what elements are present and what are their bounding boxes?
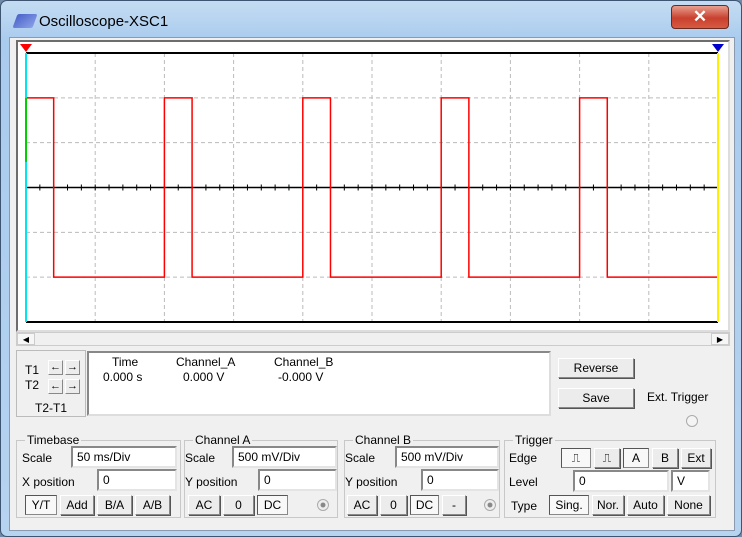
channel-a-y-position-input[interactable]: 0: [258, 469, 337, 491]
channel-a-terminal-icon[interactable]: [317, 499, 329, 511]
t2-label: T2: [25, 378, 40, 392]
channel-b-scale-input[interactable]: 500 mV/Div: [395, 446, 499, 468]
t1-label: T1: [25, 363, 40, 377]
ext-trigger-label: Ext. Trigger: [647, 390, 709, 404]
channel-b-ac-button[interactable]: AC: [347, 495, 377, 515]
trigger-label: Trigger: [513, 433, 555, 447]
timebase-scale-label: Scale: [22, 451, 53, 465]
cursor-controls: T1 T2 ← → ← → T2-T1: [16, 350, 86, 417]
t2-left-button[interactable]: ←: [48, 379, 63, 394]
t1-left-button[interactable]: ←: [48, 360, 63, 375]
waveform-plot: [20, 44, 724, 323]
channel-a-ac-button[interactable]: AC: [188, 495, 220, 515]
channel-a-scale-input[interactable]: 500 mV/Div: [232, 446, 337, 468]
channel-a-zero-button[interactable]: 0: [223, 495, 254, 515]
falling-edge-button[interactable]: ⎍: [594, 448, 620, 468]
falling-edge-icon: ⎍: [602, 451, 612, 465]
timebase-scale-input[interactable]: 50 ms/Div: [71, 446, 177, 468]
level-label: Level: [509, 475, 538, 489]
channel-b-value: -0.000 V: [278, 370, 324, 384]
timebase-group: Timebase Scale 50 ms/Div X position 0 Y/…: [16, 433, 181, 518]
trigger-type-normal-button[interactable]: Nor.: [592, 495, 624, 515]
window-title: Oscilloscope-XSC1: [39, 13, 169, 30]
scope-display: [16, 40, 730, 332]
trigger-level-input[interactable]: 0: [573, 470, 669, 492]
t2-t1-label: T2-T1: [35, 401, 68, 415]
channel-a-dc-button[interactable]: DC: [257, 495, 288, 515]
channel-b-dc-button[interactable]: DC: [410, 495, 439, 515]
channel-a-y-position-label: Y position: [185, 475, 238, 489]
channel-a-value: 0.000 V: [183, 370, 225, 384]
trigger-source-a-button[interactable]: A: [623, 448, 649, 468]
cursor-t1-handle-icon: [20, 44, 32, 52]
rising-edge-icon: ⎍: [571, 451, 581, 465]
measurement-readout: Time Channel_A Channel_B 0.000 s 0.000 V…: [87, 351, 551, 416]
mode-add-button[interactable]: Add: [60, 495, 94, 515]
channel-b-terminal-icon[interactable]: [484, 499, 496, 511]
mode-ba-button[interactable]: B/A: [97, 495, 132, 515]
channel-b-header: Channel_B: [274, 355, 334, 369]
trigger-group: Trigger Edge ⎍ ⎍ A B Ext Level 0 V Type …: [504, 433, 716, 518]
trigger-source-ext-button[interactable]: Ext: [681, 448, 711, 468]
type-label: Type: [511, 499, 538, 513]
trigger-type-none-button[interactable]: None: [667, 495, 710, 515]
close-icon: ✕: [692, 7, 708, 26]
ext-trigger-terminal-icon[interactable]: [686, 415, 698, 427]
channel-b-label: Channel B: [353, 433, 414, 447]
time-value: 0.000 s: [103, 370, 143, 384]
channel-a-group: Channel A Scale 500 mV/Div Y position 0 …: [184, 433, 338, 518]
channel-b-y-position-label: Y position: [345, 475, 398, 489]
scroll-right-button[interactable]: ▶: [711, 333, 729, 345]
channel-a-scale-label: Scale: [185, 451, 216, 465]
x-position-input[interactable]: 0: [97, 469, 177, 491]
scroll-left-button[interactable]: ◀: [17, 333, 35, 345]
t1-right-button[interactable]: →: [65, 360, 80, 375]
client-area: ◀ ▶ T1 T2 ← → ← → T2-T1 Time Channel_A C…: [9, 37, 735, 531]
close-button[interactable]: ✕: [671, 5, 729, 29]
cursor-t2-handle-icon: [712, 44, 724, 52]
trigger-source-b-button[interactable]: B: [652, 448, 678, 468]
x-position-label: X position: [22, 475, 75, 489]
horizontal-scrollbar[interactable]: ◀ ▶: [16, 332, 730, 346]
oscilloscope-icon: [12, 14, 38, 28]
trigger-level-unit[interactable]: V: [671, 470, 710, 492]
rising-edge-button[interactable]: ⎍: [561, 448, 591, 468]
channel-a-header: Channel_A: [176, 355, 236, 369]
t2-right-button[interactable]: →: [65, 379, 80, 394]
trigger-type-auto-button[interactable]: Auto: [627, 495, 664, 515]
channel-b-invert-button[interactable]: -: [442, 495, 466, 515]
channel-b-group: Channel B Scale 500 mV/Div Y position 0 …: [344, 433, 500, 518]
channel-b-zero-button[interactable]: 0: [380, 495, 407, 515]
channel-b-y-position-input[interactable]: 0: [421, 469, 499, 491]
mode-yt-button[interactable]: Y/T: [25, 495, 57, 515]
mode-ab-button[interactable]: A/B: [135, 495, 170, 515]
timebase-label: Timebase: [25, 433, 82, 447]
reverse-button[interactable]: Reverse: [558, 358, 634, 378]
time-header: Time: [112, 355, 139, 369]
trigger-type-single-button[interactable]: Sing.: [549, 495, 589, 515]
edge-label: Edge: [509, 451, 538, 465]
channel-b-scale-label: Scale: [345, 451, 376, 465]
channel-a-label: Channel A: [193, 433, 253, 447]
channel-a-trace: [26, 97, 718, 278]
save-button[interactable]: Save: [558, 388, 634, 408]
